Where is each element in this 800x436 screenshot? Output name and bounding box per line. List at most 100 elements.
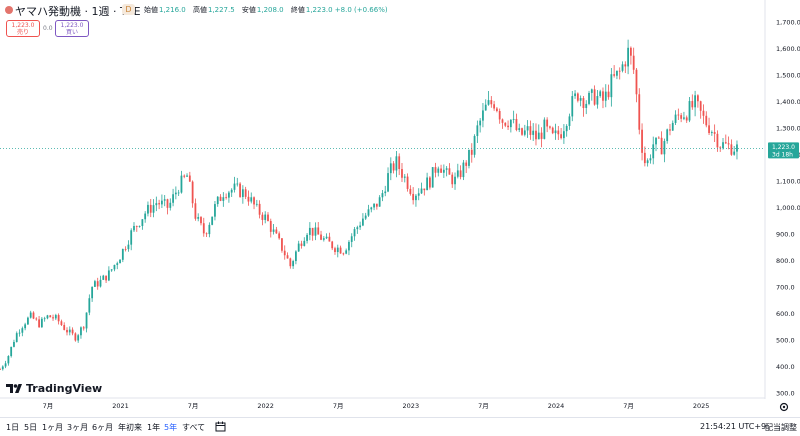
- range-1m[interactable]: 1ヶ月: [42, 423, 64, 432]
- candle-body: [632, 55, 635, 70]
- candle-body: [624, 64, 627, 67]
- candle-body: [451, 174, 454, 185]
- candle-body: [141, 219, 144, 226]
- candle-body: [635, 69, 638, 95]
- candle-body: [255, 203, 258, 205]
- candle-body: [426, 177, 429, 191]
- candle-body: [194, 203, 197, 219]
- candle-body: [161, 200, 163, 205]
- candle-body: [306, 234, 308, 241]
- candle-body: [585, 103, 588, 108]
- buy-button[interactable]: 1,223.0 買い: [55, 20, 89, 37]
- candle-body: [705, 115, 708, 126]
- range-5d[interactable]: 5日: [24, 423, 38, 432]
- candle-body: [264, 214, 267, 220]
- candle-body: [57, 315, 60, 322]
- tradingview-logo-text: TradingView: [26, 382, 103, 395]
- candle-body: [398, 156, 401, 170]
- candle-body: [116, 263, 119, 265]
- candle-body: [685, 117, 688, 121]
- candle-body: [297, 243, 300, 252]
- candle-body: [317, 227, 320, 235]
- last-price-label: 1,223.03d 18h: [768, 142, 799, 159]
- candle-body: [434, 167, 437, 173]
- sell-button[interactable]: 1,223.0 売り: [6, 20, 40, 37]
- candle-body: [345, 250, 348, 254]
- candle-body: [96, 281, 99, 287]
- candle-body: [66, 329, 68, 333]
- candle-body: [403, 176, 406, 178]
- candle-body: [177, 192, 180, 194]
- candle-body: [91, 286, 94, 299]
- candle-body: [135, 225, 138, 227]
- range-all[interactable]: すべて: [182, 423, 206, 432]
- range-5y[interactable]: 5年: [164, 423, 178, 432]
- candle-body: [498, 111, 501, 120]
- price-tick-label: 900.0: [776, 230, 795, 238]
- candle-body: [599, 91, 602, 97]
- clock-timezone[interactable]: 21:54:21 UTC+9: [700, 422, 767, 431]
- candle-body: [543, 119, 546, 139]
- symbol-title[interactable]: ヤマハ発動機 · 1週 · TSE: [15, 5, 141, 18]
- time-tick-label: 7月: [623, 402, 634, 410]
- candle-body: [71, 329, 74, 334]
- candle-body: [537, 132, 540, 140]
- sell-price: 1,223.0: [11, 22, 35, 29]
- candle-body: [688, 101, 691, 121]
- candle-body: [60, 321, 63, 326]
- candle-body: [683, 117, 685, 119]
- candle-body: [401, 169, 403, 178]
- candle-body: [504, 122, 507, 126]
- candle-body: [646, 160, 649, 164]
- chart-settings-icon[interactable]: [779, 402, 789, 412]
- price-tick-label: 1,300.0: [776, 124, 800, 132]
- candle-body: [638, 94, 641, 130]
- dividend-adjust-toggle[interactable]: 配当調整: [765, 423, 797, 432]
- open-value: 1,216.0: [159, 6, 186, 14]
- candle-body: [671, 122, 674, 131]
- tradingview-logo[interactable]: TradingView: [6, 382, 102, 395]
- time-tick-label: 2024: [548, 402, 565, 410]
- delay-badge[interactable]: D: [122, 4, 135, 15]
- candle-body: [281, 238, 283, 251]
- range-1y[interactable]: 1年: [147, 423, 161, 432]
- calendar-goto-icon[interactable]: [215, 421, 226, 432]
- candle-body: [373, 203, 375, 208]
- candle-body: [107, 270, 110, 281]
- candle-body: [680, 115, 683, 119]
- range-ytd[interactable]: 年初来: [118, 423, 142, 432]
- candle-body: [546, 119, 549, 127]
- time-tick-label: 7月: [478, 402, 489, 410]
- candle-body: [7, 356, 10, 364]
- candle-body: [300, 243, 303, 246]
- range-6m[interactable]: 6ヶ月: [92, 423, 114, 432]
- candle-body: [211, 216, 214, 225]
- candle-body: [172, 194, 174, 203]
- candle-body: [420, 188, 423, 194]
- candle-body: [49, 315, 52, 318]
- candle-body: [286, 255, 289, 259]
- candle-body: [429, 177, 431, 188]
- range-3m[interactable]: 3ヶ月: [67, 423, 89, 432]
- candle-body: [551, 127, 554, 134]
- candle-body: [696, 95, 699, 102]
- range-1d[interactable]: 1日: [6, 423, 20, 432]
- candle-body: [588, 92, 590, 104]
- candle-body: [322, 238, 325, 240]
- candle-body: [593, 89, 596, 105]
- candle-body: [454, 176, 456, 185]
- candle-body: [261, 214, 264, 220]
- candle-body: [621, 64, 624, 71]
- price-tick-label: 1,600.0: [776, 45, 800, 53]
- candle-body: [456, 170, 459, 177]
- candle-body: [283, 250, 286, 256]
- candle-body: [289, 258, 292, 267]
- candle-body: [228, 192, 230, 198]
- candle-body: [85, 312, 88, 329]
- candle-body: [445, 168, 448, 170]
- candle-body: [331, 241, 334, 249]
- candle-body: [180, 175, 183, 193]
- candle-body: [736, 144, 738, 152]
- last-price-tag-countdown: 3d 18h: [772, 151, 793, 158]
